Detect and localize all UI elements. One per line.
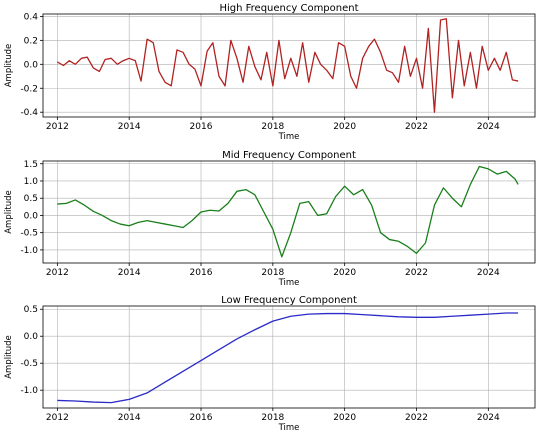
high-freq-panel: 2012 2014 2016 2018 2020 2022 2024 -0.4 -0.2 0.0 0… xyxy=(4,3,536,142)
low-freq-xtick-label: 2018 xyxy=(261,413,284,423)
mid-freq-series-line xyxy=(57,165,519,258)
high-freq-xtick-label: 2018 xyxy=(261,122,284,132)
high-freq-title: High Frequency Component xyxy=(219,3,358,14)
low-freq-xtick-label: 2012 xyxy=(46,413,69,423)
low-freq-xtick-label: 2024 xyxy=(477,413,500,423)
mid-freq-xtick-label: 2022 xyxy=(405,268,428,278)
mid-freq-ytick-label: 1.5 xyxy=(24,160,38,170)
low-freq-panel: 2012 2014 2016 2018 2020 2022 2024 -1.0 -0.5 0.0 0… xyxy=(4,295,536,433)
mid-freq-xtick-label: 2018 xyxy=(261,268,284,278)
high-freq-ylabel: Amplitude xyxy=(4,44,14,88)
high-freq-ytick-label: 0.0 xyxy=(24,60,39,70)
low-freq-ylabel: Amplitude xyxy=(4,335,14,379)
high-freq-xtick-label: 2014 xyxy=(118,122,141,132)
mid-freq-xtick-label: 2016 xyxy=(190,268,213,278)
mid-freq-ytick-label: 1.0 xyxy=(24,177,39,187)
high-freq-series-line xyxy=(57,18,519,113)
mid-freq-ytick-label: 0.5 xyxy=(24,194,38,204)
mid-freq-xtick-label: 2014 xyxy=(118,268,141,278)
mid-freq-xtick-label: 2024 xyxy=(477,268,500,278)
low-freq-ytick-label: -0.5 xyxy=(20,359,38,369)
mid-freq-ytick-label: -1.0 xyxy=(20,246,38,256)
high-freq-xtick-label: 2024 xyxy=(477,122,500,132)
mid-freq-title: Mid Frequency Component xyxy=(222,150,356,161)
low-freq-xtick-label: 2016 xyxy=(190,413,213,423)
mid-freq-xlabel: Time xyxy=(278,278,300,288)
mid-freq-ytick-label: -0.5 xyxy=(20,229,38,239)
low-freq-ytick-label: 0.5 xyxy=(24,305,38,315)
high-freq-xtick-label: 2012 xyxy=(46,122,69,132)
high-freq-xtick-label: 2020 xyxy=(333,122,356,132)
low-freq-axes-frame xyxy=(42,305,536,409)
low-freq-title: Low Frequency Component xyxy=(221,295,357,306)
low-freq-xlabel: Time xyxy=(278,423,300,433)
low-freq-xtick-label: 2014 xyxy=(118,413,141,423)
high-freq-ytick-label: 0.2 xyxy=(24,36,38,46)
low-freq-xtick-label: 2020 xyxy=(333,413,356,423)
high-freq-xlabel: Time xyxy=(278,132,300,142)
mid-freq-axes-frame xyxy=(42,160,536,264)
high-freq-xtick-label: 2022 xyxy=(405,122,428,132)
high-freq-axes-frame xyxy=(42,13,536,118)
low-freq-series-line xyxy=(57,312,519,404)
mid-freq-xtick-label: 2012 xyxy=(46,268,69,278)
mid-freq-xtick-label: 2020 xyxy=(333,268,356,278)
low-freq-ytick-label: 0.0 xyxy=(24,332,39,342)
low-freq-ytick-label: -1.0 xyxy=(20,386,38,396)
mid-freq-ylabel: Amplitude xyxy=(4,190,14,234)
low-freq-xtick-label: 2022 xyxy=(405,413,428,423)
mid-freq-panel: 2012 2014 2016 2018 2020 2022 2024 -1.0 -0.5 0.0 0… xyxy=(4,150,536,288)
high-freq-ytick-label: 0.4 xyxy=(24,12,39,22)
high-freq-xtick-label: 2016 xyxy=(190,122,213,132)
high-freq-ytick-label: -0.2 xyxy=(20,84,38,94)
mid-freq-ytick-label: 0.0 xyxy=(24,211,39,221)
high-freq-ytick-label: -0.4 xyxy=(20,108,38,118)
